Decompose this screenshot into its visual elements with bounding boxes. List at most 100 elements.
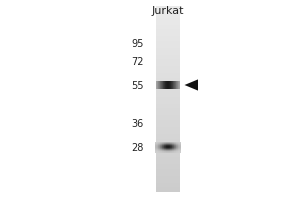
Bar xyxy=(162,148,163,149)
Bar xyxy=(156,34,180,36)
Bar xyxy=(156,71,180,73)
Bar xyxy=(174,151,175,152)
Bar xyxy=(156,143,157,144)
Bar xyxy=(176,149,177,150)
Bar xyxy=(177,151,178,152)
Bar xyxy=(164,149,165,150)
Bar xyxy=(165,143,166,144)
Bar xyxy=(156,176,180,178)
Bar xyxy=(156,92,180,94)
Bar xyxy=(156,83,180,85)
Bar xyxy=(178,143,179,144)
Bar xyxy=(156,99,180,101)
Bar xyxy=(160,151,161,152)
Bar xyxy=(177,143,178,144)
Bar xyxy=(171,150,172,151)
Bar xyxy=(158,81,159,89)
Bar xyxy=(179,150,180,151)
Bar xyxy=(161,150,162,151)
Bar xyxy=(179,148,180,149)
Bar xyxy=(177,146,178,147)
Bar xyxy=(161,149,162,150)
Bar xyxy=(161,146,162,147)
Bar xyxy=(156,64,180,66)
Bar xyxy=(156,134,180,136)
Bar xyxy=(167,147,168,148)
Bar xyxy=(160,81,161,89)
Bar xyxy=(157,146,158,147)
Bar xyxy=(169,146,170,147)
Bar xyxy=(170,81,171,89)
Bar xyxy=(176,142,177,143)
Bar xyxy=(159,142,160,143)
Bar xyxy=(156,143,180,146)
Bar xyxy=(156,173,180,176)
Bar xyxy=(156,111,180,113)
Bar xyxy=(158,146,159,147)
Bar xyxy=(157,149,158,150)
Bar xyxy=(158,143,159,144)
Bar xyxy=(167,150,168,151)
Bar xyxy=(157,150,158,151)
Bar xyxy=(156,142,157,143)
Bar xyxy=(161,148,162,149)
Bar xyxy=(156,81,157,89)
Bar xyxy=(156,52,180,55)
Bar xyxy=(156,149,157,150)
Bar xyxy=(155,150,156,151)
Bar xyxy=(173,144,174,145)
Bar xyxy=(156,85,180,87)
Bar xyxy=(166,146,167,147)
Bar xyxy=(159,81,160,89)
Bar xyxy=(178,146,179,147)
Bar xyxy=(156,46,180,48)
Bar xyxy=(172,143,173,144)
Bar xyxy=(168,148,169,149)
Bar xyxy=(173,151,174,152)
Bar xyxy=(156,136,180,139)
Bar xyxy=(172,151,173,152)
Bar xyxy=(163,150,164,151)
Bar xyxy=(169,143,170,144)
Bar xyxy=(164,144,165,145)
Bar xyxy=(172,142,173,143)
Bar xyxy=(169,145,170,146)
Bar xyxy=(156,148,157,149)
Bar xyxy=(163,148,164,149)
Bar xyxy=(162,150,163,151)
Bar xyxy=(164,143,165,144)
Bar xyxy=(168,150,169,151)
Bar xyxy=(156,43,180,46)
Bar xyxy=(172,81,173,89)
Bar xyxy=(180,151,181,152)
Bar xyxy=(169,144,170,145)
Bar xyxy=(179,143,180,144)
Bar xyxy=(156,78,180,80)
Bar xyxy=(161,145,162,146)
Bar xyxy=(180,147,181,148)
Bar xyxy=(174,150,175,151)
Bar xyxy=(160,150,161,151)
Bar xyxy=(157,145,158,146)
Bar xyxy=(174,147,175,148)
Bar xyxy=(173,148,174,149)
Bar xyxy=(156,55,180,57)
Bar xyxy=(165,147,166,148)
Bar xyxy=(175,143,176,144)
Bar xyxy=(168,145,169,146)
Bar xyxy=(178,149,179,150)
Bar xyxy=(162,143,163,144)
Bar xyxy=(169,148,170,149)
Bar xyxy=(156,152,180,155)
Bar xyxy=(164,81,165,89)
Bar xyxy=(176,81,177,89)
Bar xyxy=(180,150,181,151)
Bar xyxy=(172,146,173,147)
Bar xyxy=(158,151,159,152)
Bar xyxy=(155,146,156,147)
Bar xyxy=(175,146,176,147)
Bar xyxy=(161,144,162,145)
Bar xyxy=(156,127,180,129)
Bar xyxy=(175,150,176,151)
Bar xyxy=(179,142,180,143)
